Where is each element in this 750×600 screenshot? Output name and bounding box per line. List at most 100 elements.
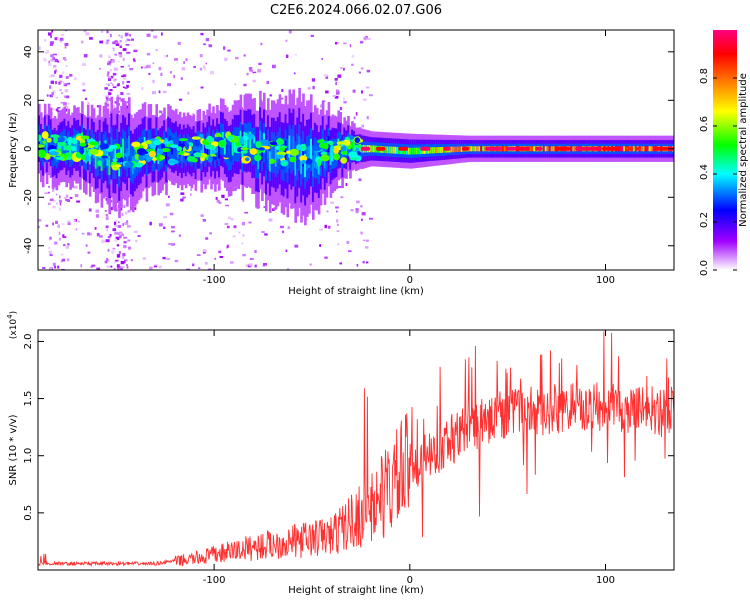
heatmap-speckle bbox=[183, 61, 185, 64]
heatmap-blob bbox=[204, 144, 215, 150]
heatmap-blob bbox=[312, 147, 321, 152]
heatmap-speckle bbox=[363, 239, 366, 242]
heatmap-cell bbox=[229, 145, 233, 162]
heatmap-speckle bbox=[190, 193, 192, 196]
heatmap-blob bbox=[179, 150, 184, 155]
heatmap-cell bbox=[204, 144, 207, 160]
heatmap-cell bbox=[308, 145, 311, 168]
heatmap-blob bbox=[340, 157, 348, 164]
heatmap-cell bbox=[456, 146, 460, 152]
heatmap-speckle bbox=[120, 66, 124, 68]
heatmap-speckle bbox=[63, 95, 66, 98]
heatmap-speckle bbox=[365, 261, 369, 264]
y-tick-label: 2.0 bbox=[23, 333, 34, 349]
heatmap-speckle bbox=[106, 30, 109, 34]
heatmap-speckle bbox=[62, 57, 66, 60]
heatmap-speckle bbox=[49, 267, 53, 270]
heatmap-speckle bbox=[122, 57, 125, 62]
heatmap-speckle bbox=[65, 246, 70, 249]
colorbar-label: Normalized spectral amplitude bbox=[738, 73, 749, 227]
heatmap-speckle bbox=[328, 225, 331, 229]
heatmap-speckle bbox=[44, 192, 49, 194]
heatmap-blob bbox=[211, 149, 217, 154]
heatmap-speckle bbox=[263, 206, 266, 208]
heatmap-cell bbox=[544, 146, 548, 152]
heatmap-speckle bbox=[337, 186, 342, 188]
heatmap-speckle bbox=[115, 259, 119, 262]
heatmap-blob bbox=[148, 150, 157, 158]
heatmap-speckle bbox=[109, 60, 112, 64]
heatmap-speckle bbox=[126, 220, 129, 223]
heatmap-speckle bbox=[49, 95, 52, 97]
heatmap-speckle bbox=[238, 231, 241, 234]
heatmap-speckle bbox=[123, 236, 128, 239]
heatmap-cell bbox=[304, 154, 307, 178]
heatmap-blob bbox=[300, 143, 307, 152]
heatmap-speckle bbox=[80, 40, 84, 44]
heatmap-speckle bbox=[351, 63, 354, 66]
heatmap-cell bbox=[646, 146, 650, 152]
heatmap-speckle bbox=[185, 58, 188, 62]
heatmap-blob bbox=[151, 157, 158, 161]
heatmap-speckle bbox=[57, 265, 60, 269]
heatmap-speckle bbox=[218, 201, 222, 204]
heatmap-speckle bbox=[337, 243, 340, 246]
heatmap-speckle bbox=[114, 78, 117, 81]
heatmap-cell bbox=[392, 146, 395, 154]
heatmap-blob bbox=[109, 144, 118, 149]
heatmap-speckle bbox=[349, 44, 352, 48]
heatmap-speckle bbox=[325, 90, 329, 94]
heatmap-blob bbox=[355, 144, 363, 149]
heatmap-speckle bbox=[117, 41, 121, 44]
heatmap-blob bbox=[160, 148, 171, 153]
heatmap-speckle bbox=[340, 196, 344, 199]
heatmap-speckle bbox=[95, 214, 100, 218]
heatmap-speckle bbox=[73, 219, 76, 222]
heatmap-speckle bbox=[282, 230, 285, 234]
heatmap-speckle bbox=[252, 71, 257, 74]
snr-y-label: SNR (10 * v/v) bbox=[8, 414, 19, 485]
heatmap-cell bbox=[227, 146, 231, 163]
heatmap-blob bbox=[258, 147, 265, 151]
heatmap-speckle bbox=[95, 209, 100, 213]
heatmap-cell bbox=[225, 140, 229, 158]
heatmap-speckle bbox=[242, 199, 245, 202]
heatmap-blob bbox=[176, 146, 183, 152]
heatmap-cell bbox=[272, 142, 276, 163]
heatmap-blob bbox=[114, 164, 122, 168]
heatmap-speckle bbox=[148, 73, 151, 75]
heatmap-speckle bbox=[294, 244, 299, 248]
heatmap-speckle bbox=[42, 267, 46, 269]
heatmap-speckle bbox=[121, 75, 125, 78]
heatmap-speckle bbox=[366, 116, 369, 120]
heatmap-cell bbox=[108, 156, 111, 175]
heatmap-speckle bbox=[339, 262, 342, 265]
heatmap-speckle bbox=[187, 91, 190, 95]
heatmap-blob bbox=[275, 154, 285, 159]
heatmap-speckle bbox=[101, 30, 104, 33]
heatmap-speckle bbox=[52, 262, 56, 266]
heatmap-cell bbox=[533, 146, 536, 152]
heatmap-speckle bbox=[115, 219, 118, 222]
heatmap-cell bbox=[472, 146, 475, 152]
heatmap-cell bbox=[358, 144, 362, 153]
snr-panel: -100 0 100 0.5 1.0 1.5 2.0 Height of straight… bbox=[6, 311, 675, 596]
heatmap-blob bbox=[158, 148, 164, 155]
heatmap-speckle bbox=[309, 263, 312, 266]
heatmap-peak bbox=[461, 146, 469, 151]
heatmap-speckle bbox=[168, 243, 172, 245]
heatmap-speckle bbox=[57, 224, 60, 228]
heatmap-peak bbox=[590, 146, 602, 151]
heatmap-speckle bbox=[118, 98, 121, 100]
heatmap-cell bbox=[621, 146, 624, 152]
spectrogram-x-ticks: -100 0 100 bbox=[203, 30, 615, 286]
heatmap-speckle bbox=[343, 101, 347, 104]
heatmap-speckle bbox=[73, 77, 77, 81]
heatmap-speckle bbox=[124, 87, 128, 89]
heatmap-blob bbox=[245, 157, 250, 162]
heatmap-speckle bbox=[50, 35, 52, 38]
heatmap-blob bbox=[286, 150, 291, 154]
heatmap-cell bbox=[353, 142, 356, 152]
heatmap-speckle bbox=[57, 107, 61, 109]
heatmap-speckle bbox=[246, 72, 249, 76]
